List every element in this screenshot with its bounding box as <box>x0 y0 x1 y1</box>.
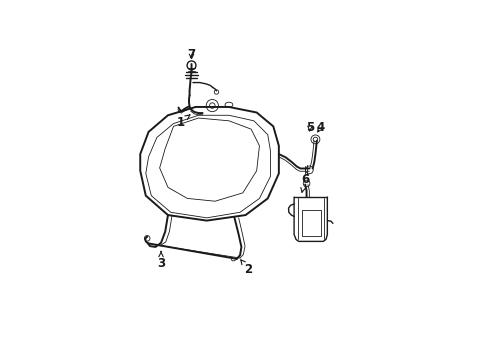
Text: 3: 3 <box>157 252 165 270</box>
Text: 4: 4 <box>317 121 324 134</box>
Text: 7: 7 <box>188 48 196 61</box>
Text: 2: 2 <box>241 260 252 276</box>
Text: 5: 5 <box>306 121 314 134</box>
Text: 6: 6 <box>301 172 309 192</box>
Text: 1: 1 <box>176 115 190 129</box>
Bar <box>301 210 321 236</box>
